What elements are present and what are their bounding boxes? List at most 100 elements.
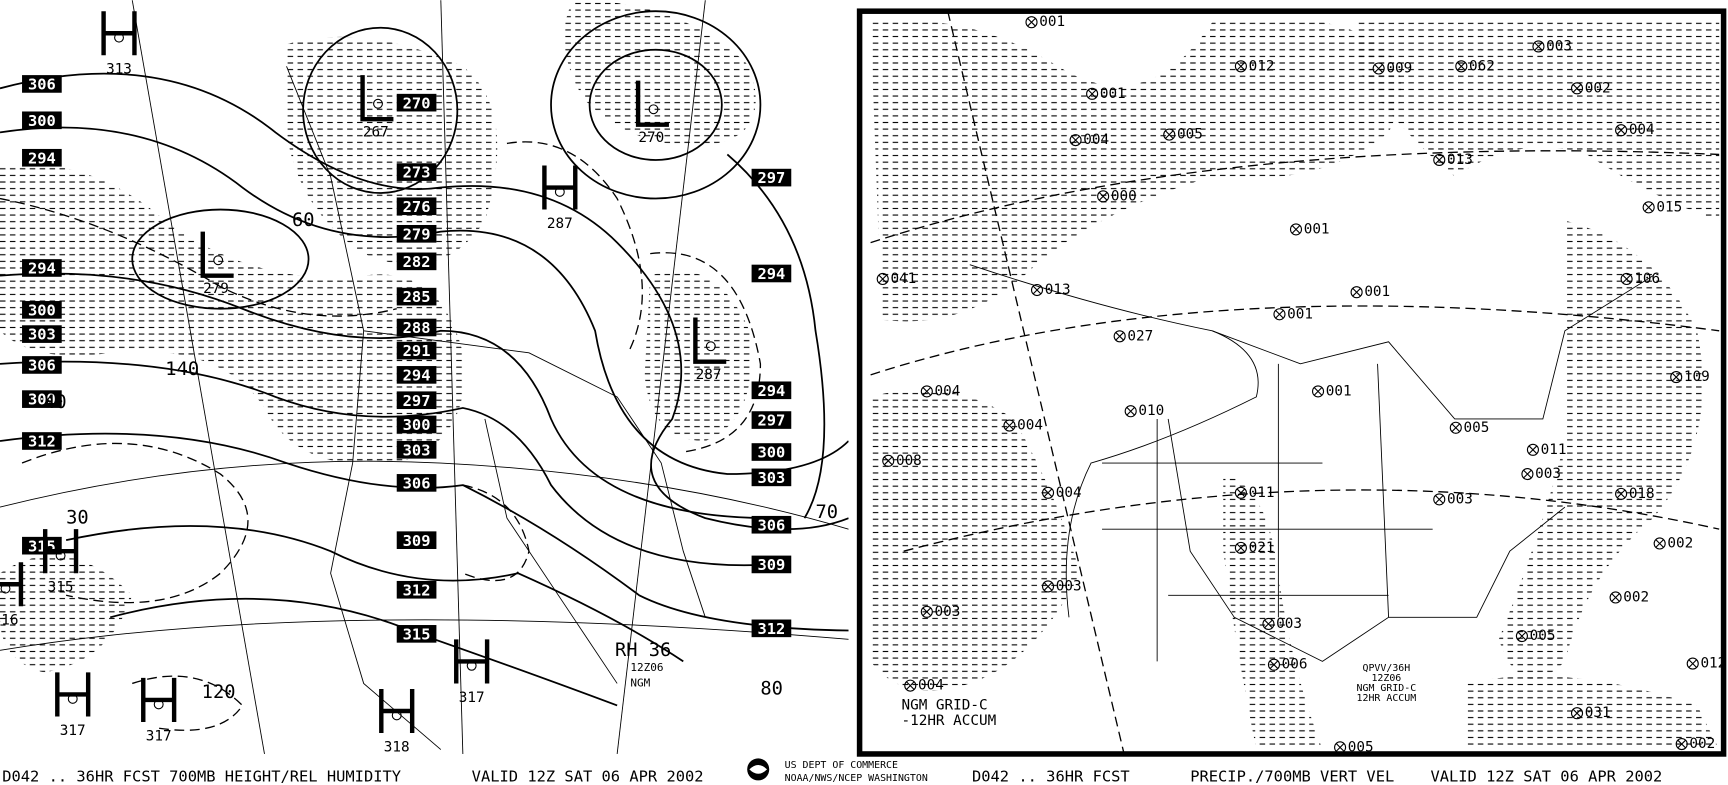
precip-label: 109 [1684, 369, 1710, 385]
left-panel: 306 300 294 294 300 303 306 309 312 315 270 273 276 2… [0, 0, 849, 754]
precip-mark [1526, 443, 1539, 456]
precip-mark [1267, 658, 1281, 671]
precip-mark [1350, 286, 1363, 299]
height-label: 300 [758, 444, 786, 462]
precip-mark [1313, 387, 1323, 396]
precip-label: 002 [1585, 80, 1611, 96]
precip-mark [1653, 537, 1666, 550]
low-value: 287 [696, 367, 722, 383]
height-label-box [751, 411, 792, 429]
precip-mark [1165, 130, 1174, 139]
precip-label: 003 [1535, 466, 1561, 482]
precip-mark [1644, 203, 1653, 212]
labels: D042 .. 36HR FCST 700MB HEIGHT/REL HUMID… [2, 760, 1662, 785]
height-label-box [396, 391, 437, 410]
footer-title: D042 .. 36HR FCST [972, 768, 1130, 785]
legend-text: NGM GRID-C [1357, 683, 1417, 694]
precip-mark [1642, 201, 1655, 214]
height-label-box [22, 432, 62, 450]
precip-mark [1372, 62, 1385, 75]
precip-mark [1025, 16, 1038, 29]
precip-label: 001 [1287, 306, 1313, 322]
precip-value: 011 [1526, 442, 1567, 458]
precip-mark [1097, 190, 1110, 203]
height-label: 309 [758, 556, 786, 574]
precip-value: 106 [1620, 271, 1660, 287]
legend-text: QPVV/36H [1363, 663, 1411, 674]
precip-mark [1622, 274, 1631, 284]
low-value: 270 [638, 130, 664, 146]
precip-label: 013 [1045, 282, 1071, 298]
precip-mark [1069, 134, 1082, 147]
precip-label: 011 [1541, 442, 1567, 458]
precip-label: 003 [1276, 616, 1302, 632]
precip-label: 005 [1348, 739, 1374, 755]
precip-shading [870, 20, 1402, 322]
precip-value: 015 [1642, 199, 1682, 215]
precip-label: 001 [1039, 14, 1065, 30]
right-frame [856, 8, 1727, 757]
precip-value: 001 [1350, 284, 1390, 300]
precip-value: 003 [1433, 491, 1473, 507]
precip-mark [1043, 582, 1053, 591]
precip-mark [1517, 631, 1527, 641]
height-label: 294 [758, 265, 786, 283]
precip-mark [1098, 192, 1108, 201]
precip-mark [878, 274, 887, 284]
high-value: 315 [48, 580, 74, 596]
precip-mark [1688, 659, 1697, 668]
high-value: 317 [146, 728, 172, 744]
precip-value: 004 [1041, 485, 1082, 501]
precip-value: 002 [1653, 535, 1693, 551]
height-label: 297 [758, 169, 786, 187]
center-mark [114, 32, 124, 43]
high-value: 317 [459, 690, 485, 706]
height-label-box [751, 468, 792, 487]
precip-value: 003 [1041, 578, 1082, 594]
precip-mark [1126, 406, 1135, 416]
precip-mark [1677, 739, 1686, 749]
height-label-box [396, 474, 437, 492]
center-mark [466, 660, 477, 671]
precip-label: 009 [1386, 61, 1412, 77]
precip-mark [1532, 40, 1545, 53]
height-label: 270 [403, 94, 431, 112]
precip-mark [1163, 128, 1176, 141]
height-label: 315 [403, 625, 431, 643]
height-label: 300 [403, 416, 431, 434]
height-label: 273 [403, 164, 431, 182]
center-mark [554, 186, 565, 197]
height-label: 285 [403, 288, 431, 306]
precip-mark [1572, 708, 1582, 718]
precip-label: 106 [1634, 271, 1660, 287]
precip-mark [1435, 495, 1444, 504]
height-label-box [751, 168, 792, 187]
footer-valid: VALID 12Z SAT 06 APR 2002 [472, 768, 704, 785]
precip-mark [1234, 486, 1247, 499]
precip-mark [1528, 445, 1538, 455]
precip-label: 013 [1447, 152, 1473, 168]
precip-value: 001 [1025, 14, 1065, 30]
noaa-logo [747, 758, 770, 781]
precip-mark [1003, 419, 1016, 432]
precip-mark [1269, 660, 1279, 669]
height-label-box [751, 555, 792, 574]
precip-mark [1523, 469, 1532, 479]
precip-mark [1262, 617, 1275, 630]
precip-value: 005 [1515, 628, 1555, 644]
low-value: 267 [363, 124, 389, 140]
precip-value: 005 [1449, 420, 1489, 436]
height-label: 300 [28, 112, 56, 130]
height-label-box [396, 625, 437, 643]
height-label: 300 [28, 301, 56, 319]
height-label: 294 [28, 260, 56, 278]
precip-mark [1570, 707, 1584, 720]
precip-value: 003 [920, 604, 960, 620]
precip-value: 003 [1532, 38, 1572, 54]
height-label-box [396, 93, 437, 112]
rh-shading [0, 163, 465, 465]
precip-mark [1086, 87, 1099, 100]
rh-shading [286, 36, 498, 265]
precip-label: 021 [1249, 540, 1275, 556]
precip-mark [1686, 657, 1699, 670]
